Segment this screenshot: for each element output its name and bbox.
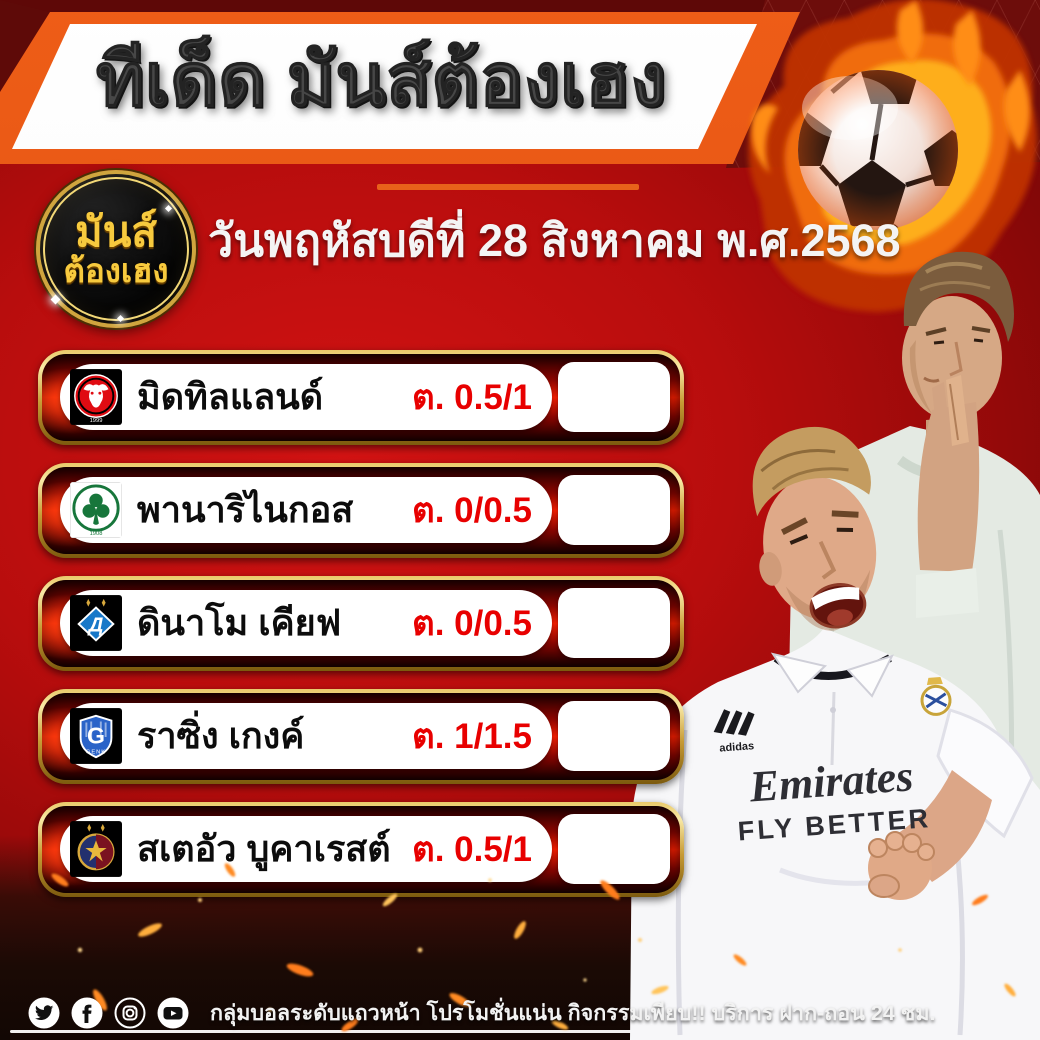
fc-midtjylland-logo: 1999 xyxy=(70,369,122,425)
flaming-football-illustration xyxy=(748,0,1037,312)
footer-text: กลุ่มบอลระดับแถวหน้า โปรโมชั่นแน่น กิจกร… xyxy=(210,1001,936,1025)
match-row-background: สเตอัว บูคาเรสต์ ต. 0.5/1 xyxy=(42,806,680,893)
racing-genk-logo: G GENK xyxy=(70,708,122,764)
front-player-head xyxy=(752,426,877,631)
svg-text:GENK: GENK xyxy=(86,749,106,755)
facebook-icon[interactable] xyxy=(71,997,103,1029)
match-row: 1908 พานาริไนกอส ต. 0/0.5 xyxy=(38,463,684,558)
page-title: ทีเด็ด มันส์ต้องเฮง xyxy=(95,38,667,122)
dynamo-kyiv-logo: Д xyxy=(70,595,122,651)
team-name: ดินาโม เคียฟ xyxy=(137,602,342,643)
footer: กลุ่มบอลระดับแถวหน้า โปรโมชั่นแน่น กิจกร… xyxy=(28,996,936,1030)
badge-text-line1: มันส์ xyxy=(74,207,158,255)
score-box xyxy=(558,588,670,658)
score-box xyxy=(558,362,670,432)
match-pill: Д ดินาโม เคียฟ ต. 0/0.5 xyxy=(60,590,552,656)
match-row: 1999 มิดทิลแลนด์ ต. 0.5/1 xyxy=(38,350,684,445)
soccer-ball xyxy=(798,70,958,230)
match-row: G GENK ราซิ่ง เกงค์ ต. 1/1.5 xyxy=(38,689,684,784)
twitter-icon[interactable] xyxy=(28,997,60,1029)
score-box xyxy=(558,701,670,771)
team-name: สเตอัว บูคาเรสต์ xyxy=(137,828,391,869)
brand-badge: มันส์ ต้องเฮง xyxy=(36,170,196,328)
match-pill: 1908 พานาริไนกอส ต. 0/0.5 xyxy=(60,477,552,543)
match-row-background: G GENK ราซิ่ง เกงค์ ต. 1/1.5 xyxy=(42,693,680,780)
footer-divider xyxy=(10,1030,1030,1033)
match-row-background: 1999 มิดทิลแลนด์ ต. 0.5/1 xyxy=(42,354,680,441)
match-row-background: 1908 พานาริไนกอส ต. 0/0.5 xyxy=(42,467,680,554)
adidas-wordmark: adidas xyxy=(719,740,755,754)
panathinaikos-logo: 1908 xyxy=(70,482,122,538)
youtube-icon[interactable] xyxy=(157,997,189,1029)
date-underline xyxy=(377,184,639,190)
date-text: วันพฤหัสบดีที่ 28 สิงหาคม พ.ศ.2568 xyxy=(208,215,901,266)
handicap-tip: ต. 0/0.5 xyxy=(411,603,532,643)
match-pill: G GENK ราซิ่ง เกงค์ ต. 1/1.5 xyxy=(60,703,552,769)
match-pill: 1999 มิดทิลแลนด์ ต. 0.5/1 xyxy=(60,364,552,430)
player-front-celebrating: adidas Emirates FLY BETTER xyxy=(630,426,1040,1040)
team-name: ราซิ่ง เกงค์ xyxy=(137,715,305,756)
team-name: มิดทิลแลนด์ xyxy=(137,376,324,417)
steaua-bucharest-logo xyxy=(70,821,122,877)
score-box xyxy=(558,475,670,545)
match-pill: สเตอัว บูคาเรสต์ ต. 0.5/1 xyxy=(60,816,552,882)
match-row-background: Д ดินาโม เคียฟ ต. 0/0.5 xyxy=(42,580,680,667)
match-row: สเตอัว บูคาเรสต์ ต. 0.5/1 xyxy=(38,802,684,897)
players-illustration: adidas Emirates FLY BETTER xyxy=(630,251,1040,1040)
instagram-icon[interactable] xyxy=(114,997,146,1029)
svg-text:Д: Д xyxy=(87,615,104,637)
handicap-tip: ต. 1/1.5 xyxy=(411,716,532,756)
match-row: Д ดินาโม เคียฟ ต. 0/0.5 xyxy=(38,576,684,671)
team-name: พานาริไนกอส xyxy=(137,489,354,530)
jersey-sponsor-line1: Emirates xyxy=(747,751,915,811)
handicap-tip: ต. 0.5/1 xyxy=(411,377,532,417)
handicap-tip: ต. 0/0.5 xyxy=(411,490,532,530)
svg-text:1999: 1999 xyxy=(90,418,103,424)
svg-text:G: G xyxy=(87,723,105,749)
score-box xyxy=(558,814,670,884)
badge-text-line2: ต้องเฮง xyxy=(63,251,169,289)
clenched-fist xyxy=(868,831,935,900)
svg-text:1908: 1908 xyxy=(90,531,103,537)
handicap-tip: ต. 0.5/1 xyxy=(411,829,532,869)
